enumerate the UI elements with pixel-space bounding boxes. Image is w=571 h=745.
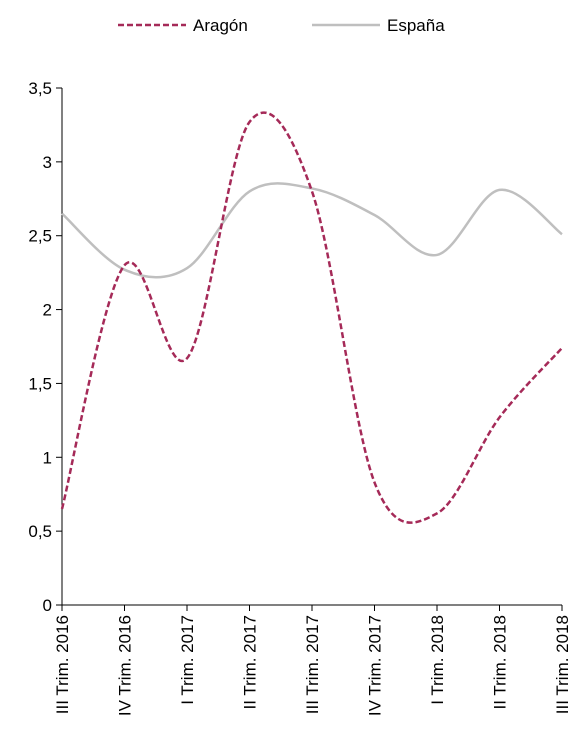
y-tick-label: 3	[43, 153, 52, 172]
x-tick-label: III Trim. 2016	[53, 615, 72, 714]
x-tick-label: IV Trim. 2016	[116, 615, 135, 716]
y-tick-label: 0	[43, 596, 52, 615]
y-tick-label: 2,5	[28, 227, 52, 246]
y-tick-label: 0,5	[28, 522, 52, 541]
x-tick-label: III Trim. 2018	[553, 615, 571, 714]
y-tick-label: 1	[43, 448, 52, 467]
series-line-espana	[61, 182, 563, 279]
series-layer	[60, 111, 563, 524]
x-tick-label: I Trim. 2018	[428, 615, 447, 705]
y-tick-label: 3,5	[28, 79, 52, 98]
legend: Aragón España	[118, 16, 445, 35]
x-axis: III Trim. 2016 IV Trim. 2016 I Trim. 2017 I…	[53, 604, 571, 716]
x-tick-label: IV Trim. 2017	[366, 615, 385, 716]
x-tick-label: III Trim. 2017	[303, 615, 322, 714]
series-line-aragon	[60, 111, 563, 524]
x-tick-label: II Trim. 2018	[491, 615, 510, 709]
legend-label-aragon: Aragón	[193, 16, 248, 35]
y-tick-label: 1,5	[28, 374, 52, 393]
legend-label-espana: España	[387, 16, 445, 35]
y-tick-label: 2	[43, 301, 52, 320]
x-tick-label: I Trim. 2017	[178, 615, 197, 705]
y-axis: 0 0,5 1 1,5 2 2,5 3 3,5	[28, 79, 63, 615]
x-tick-label: II Trim. 2017	[241, 615, 260, 709]
